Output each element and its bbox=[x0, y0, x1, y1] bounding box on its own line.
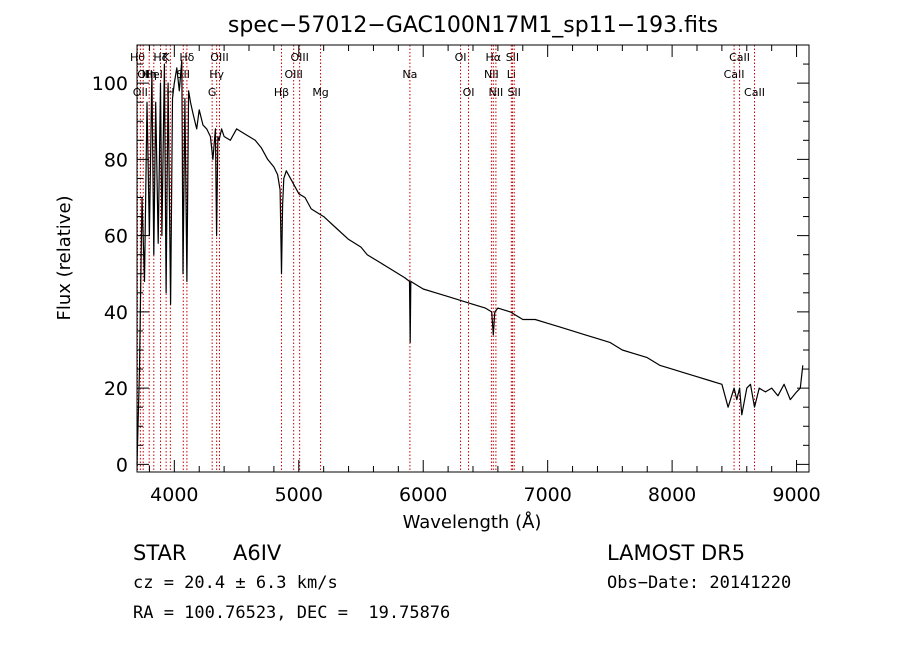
y-axis-label: Flux (relative) bbox=[54, 195, 75, 320]
survey-name: LAMOST DR5 bbox=[607, 541, 746, 565]
spectral-line-label-19: OI bbox=[463, 86, 475, 99]
spectral-line-label-28: CaII bbox=[744, 86, 765, 99]
x-tick-label-2: 6000 bbox=[399, 484, 447, 506]
redshift-cz: cz = 20.4 ± 6.3 km/s bbox=[133, 573, 338, 593]
spectral-line-label-14: OIII bbox=[284, 68, 302, 81]
spectral-line-label-22: NII bbox=[489, 86, 504, 99]
x-axis-label: Wavelength (Å) bbox=[403, 511, 542, 533]
spectral-line-label-25: SII bbox=[507, 86, 520, 99]
spectral-line-label-3: Hη bbox=[142, 68, 157, 81]
spectral-line-label-20: NII bbox=[484, 68, 499, 81]
y-tick-label-5: 100 bbox=[92, 73, 128, 95]
x-tick-label-1: 5000 bbox=[275, 484, 323, 506]
y-tick-label-2: 40 bbox=[104, 302, 128, 324]
spectral-line-label-9: Hδ bbox=[179, 51, 194, 64]
spectral-line-label-18: OI bbox=[455, 51, 467, 64]
x-tick-label-4: 8000 bbox=[648, 484, 696, 506]
y-tick-label-4: 80 bbox=[104, 149, 128, 171]
spectral-line-label-21: Hα bbox=[486, 51, 502, 64]
spectral-line-label-24: SII bbox=[506, 51, 519, 64]
spectral-line-label-5: Hζ bbox=[153, 51, 167, 64]
spectral-line-label-16: Mg bbox=[312, 86, 328, 99]
spectral-line-label-0: Hθ bbox=[130, 51, 145, 64]
x-tick-label-3: 7000 bbox=[523, 484, 571, 506]
spectrum-series bbox=[136, 59, 804, 465]
spectral-line-label-11: Hγ bbox=[209, 68, 224, 81]
spectral-line-label-15: OIII bbox=[290, 51, 308, 64]
spectral-line-label-10: G bbox=[208, 86, 217, 99]
object-class: STAR bbox=[133, 541, 187, 565]
spectral-line-markers: HθOIIOIHηHeIHζKHSIIHδGHγOIIIHβOIIIOIIIMg… bbox=[130, 45, 765, 472]
spectral-line-label-17: Na bbox=[402, 68, 417, 81]
spectral-line-label-23: Li bbox=[507, 68, 516, 81]
spectral-line-label-2: OI bbox=[137, 68, 149, 81]
spectral-line-label-26: CaII bbox=[724, 68, 745, 81]
spectral-line-label-13: Hβ bbox=[274, 86, 289, 99]
y-tick-label-1: 20 bbox=[104, 378, 128, 400]
spectral-line-label-6: K bbox=[163, 51, 171, 64]
object-subclass: A6IV bbox=[233, 541, 282, 565]
observation-date: Obs−Date: 20141220 bbox=[607, 573, 792, 593]
y-tick-label-3: 60 bbox=[104, 226, 128, 248]
spectral-line-label-27: CaII bbox=[729, 51, 750, 64]
y-tick-label-0: 0 bbox=[116, 454, 128, 476]
coordinates: RA = 100.76523, DEC = 19.75876 bbox=[133, 603, 451, 623]
spectrum-line-0 bbox=[136, 59, 804, 465]
axis-ticks: 4000 5000 6000 7000 8000 9000 0 20 40 60 80 100 bbox=[92, 45, 821, 506]
x-tick-label-5: 9000 bbox=[772, 484, 820, 506]
spectral-line-label-4: HeI bbox=[145, 68, 163, 81]
chart-title: spec−57012−GAC100N17M1_sp11−193.fits bbox=[228, 13, 718, 38]
x-tick-label-0: 4000 bbox=[150, 484, 198, 506]
plot-frame bbox=[136, 44, 810, 473]
spectral-line-label-12: OIII bbox=[210, 51, 228, 64]
spectral-line-label-7: H bbox=[166, 86, 174, 99]
spectral-line-label-1: OII bbox=[133, 86, 148, 99]
